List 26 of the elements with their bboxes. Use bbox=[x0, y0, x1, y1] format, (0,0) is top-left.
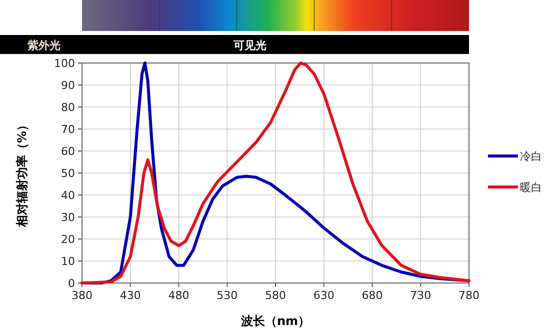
y-tick-label: 20 bbox=[61, 233, 75, 246]
y-tick-label: 70 bbox=[61, 123, 75, 136]
text: 紫外光 bbox=[26, 39, 60, 52]
x-tick-label: 380 bbox=[72, 289, 92, 302]
x-tick-label: 430 bbox=[120, 289, 141, 302]
y-tick-label: 90 bbox=[61, 79, 75, 92]
y-tick-label: 80 bbox=[61, 101, 75, 114]
y-tick-label: 30 bbox=[61, 211, 75, 224]
y-tick-label: 50 bbox=[61, 167, 75, 180]
y-tick-label: 0 bbox=[68, 277, 75, 290]
x-tick-label: 530 bbox=[216, 289, 238, 302]
y-axis-title: 相对辐射功率（%） bbox=[15, 118, 29, 228]
x-tick-label: 680 bbox=[362, 289, 383, 302]
x-tick-label: 780 bbox=[458, 289, 480, 302]
legend-label: 冷白 bbox=[520, 150, 542, 163]
x-axis-title: 波长（nm） bbox=[240, 314, 310, 328]
legend-label: 暖白 bbox=[520, 181, 542, 194]
y-tick-label: 60 bbox=[61, 145, 75, 158]
y-tick-label: 100 bbox=[54, 57, 75, 70]
y-tick-label: 40 bbox=[61, 189, 75, 202]
x-tick-label: 730 bbox=[410, 289, 432, 302]
x-tick-label: 480 bbox=[168, 289, 190, 302]
x-tick-label: 630 bbox=[313, 289, 334, 302]
x-tick-label: 580 bbox=[265, 289, 286, 302]
y-tick-label: 10 bbox=[61, 255, 75, 268]
text: 可见光 bbox=[232, 39, 266, 52]
